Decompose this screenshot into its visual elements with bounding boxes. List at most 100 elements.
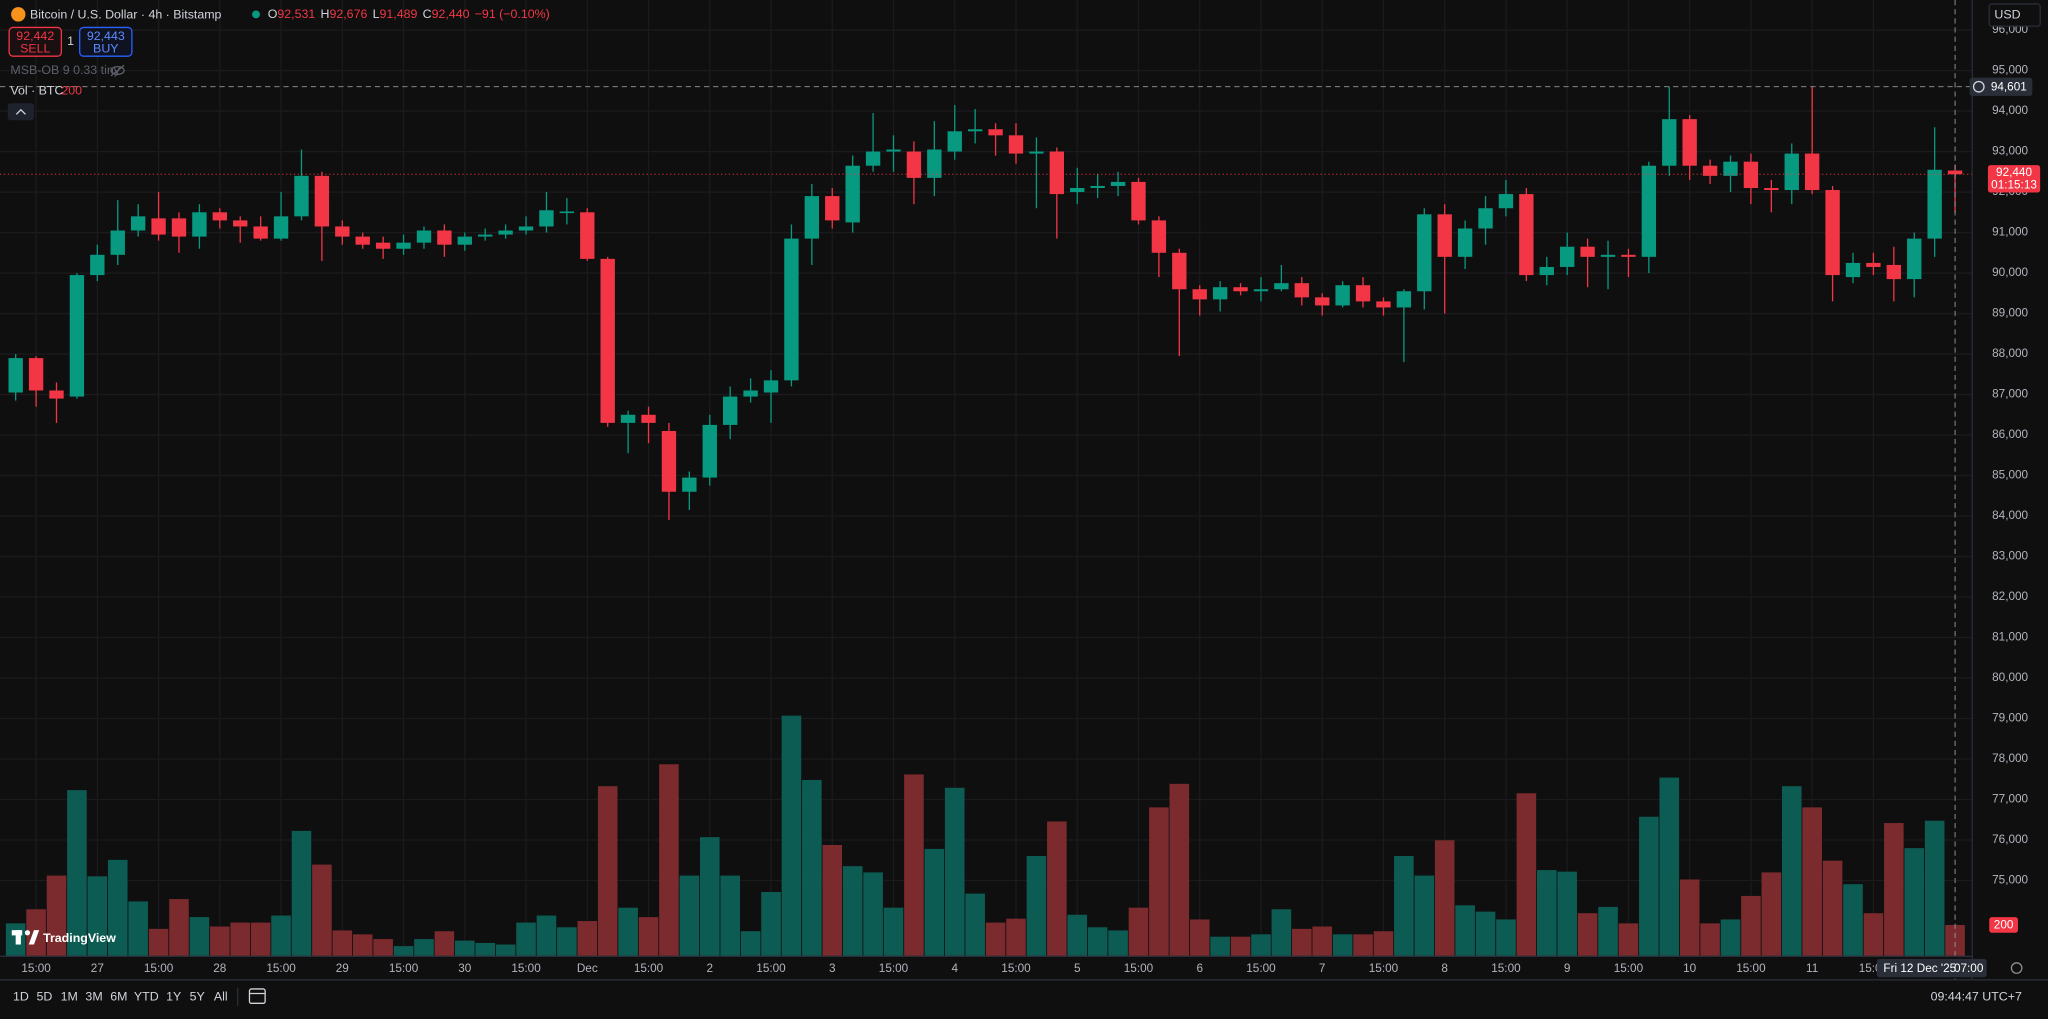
candle-body <box>1947 170 1963 175</box>
y-tick-label: 87,000 <box>1992 388 2028 401</box>
volume-bar <box>475 942 496 957</box>
symbol-title[interactable]: Bitcoin / U.S. Dollar · 4h · Bitstamp <box>30 7 222 21</box>
candle-body <box>1804 153 1820 191</box>
add-alert-icon[interactable] <box>1972 80 1985 93</box>
last-price-box <box>1987 165 2041 193</box>
sell-button[interactable]: 92,442 SELL <box>8 26 63 57</box>
sell-box[interactable] <box>8 26 63 57</box>
o-label: O <box>268 7 278 21</box>
volume-bar <box>618 907 638 957</box>
candle-body <box>559 211 575 214</box>
volume-bar <box>516 922 536 957</box>
y-tick-label: 75,000 <box>1992 874 2028 887</box>
ohlc-legend: O92,531 H92,676 L91,489 C92,440 −91 (−0.10%) <box>268 7 550 21</box>
candle-body <box>886 149 901 152</box>
volume-bar <box>944 787 965 957</box>
crosshair-price-box <box>1969 77 2033 96</box>
candle-body <box>294 175 309 217</box>
volume-bar <box>455 940 475 957</box>
timeframe-button[interactable]: All <box>214 990 228 1004</box>
visibility-icon[interactable] <box>110 64 125 77</box>
candle-body <box>1600 254 1616 257</box>
buy-price[interactable]: 92,443 <box>87 29 125 43</box>
candle-body <box>600 258 615 423</box>
sell-price[interactable]: 92,442 <box>16 29 54 43</box>
overlay-layer <box>0 0 1973 980</box>
currency-button[interactable]: USD <box>1988 3 2041 27</box>
volume-bar <box>393 946 414 957</box>
candle-body <box>1519 194 1534 276</box>
volume-bar <box>1026 855 1047 957</box>
settings-icon[interactable] <box>2010 962 2023 974</box>
candle-body <box>620 414 636 423</box>
candle-body <box>1784 153 1799 191</box>
x-tick-label: 15:00 <box>879 962 909 975</box>
timeframe-button[interactable]: 1Y <box>166 990 181 1004</box>
candle-body <box>1539 266 1554 276</box>
volume-bar <box>1108 930 1128 957</box>
candle-body <box>1580 246 1595 257</box>
last-price-label: 92,440 <box>1996 166 2032 179</box>
x-tick-label: 27 <box>91 962 104 975</box>
timeframe-button[interactable]: YTD <box>134 990 159 1004</box>
x-tick-label: 2 <box>706 962 713 975</box>
date-range-button[interactable] <box>248 988 266 1004</box>
timeframe-button[interactable]: 5Y <box>190 990 205 1004</box>
brand-name[interactable]: TradingView <box>43 931 116 945</box>
countdown: 01:15:13 <box>1991 178 2037 191</box>
volume-legend[interactable]: Vol · BTC <box>10 84 63 98</box>
candle-body <box>1070 187 1085 193</box>
timeframe-button[interactable]: 1D <box>13 990 29 1004</box>
quantity[interactable]: 1 <box>67 34 74 48</box>
volume-bar <box>781 715 802 957</box>
calendar-icon[interactable] <box>248 988 266 1004</box>
candle-body <box>273 216 289 239</box>
timeframe-button[interactable]: 3M <box>85 990 102 1004</box>
y-tick-label: 82,000 <box>1992 590 2028 603</box>
volume-bar <box>577 921 598 957</box>
candle-body <box>1662 119 1677 166</box>
volume-bar <box>352 934 373 957</box>
currency-box[interactable] <box>1988 3 2041 27</box>
volume-bar <box>1271 909 1292 957</box>
candle-body <box>253 226 268 239</box>
volume-bar <box>1414 875 1435 957</box>
candle-body <box>1641 165 1657 257</box>
close-value: 92,440 <box>432 7 470 21</box>
buy-button[interactable]: 92,443 BUY <box>79 26 133 57</box>
volume-bar <box>1312 926 1333 957</box>
x-tick-label: 15:00 <box>21 962 51 975</box>
candle-body <box>1743 161 1759 188</box>
collapse-box[interactable] <box>7 103 34 121</box>
volume-bar <box>679 875 700 957</box>
candle-body <box>906 151 922 178</box>
volume-bar <box>924 848 945 957</box>
candle-body <box>743 390 758 397</box>
candle-body <box>1702 165 1718 176</box>
timeframe-button[interactable]: 6M <box>110 990 127 1004</box>
timeframe-button[interactable]: 5D <box>36 990 52 1004</box>
collapse-button[interactable] <box>7 103 34 121</box>
volume-bar <box>1741 895 1761 957</box>
indicator-legend[interactable]: MSB-OB 9 0.33 tiny <box>10 63 120 77</box>
volume-bar <box>1884 823 1904 957</box>
currency[interactable]: USD <box>1994 7 2020 21</box>
volume-bar <box>434 931 455 957</box>
x-tick-label: 15:00 <box>511 962 541 975</box>
sell-label[interactable]: SELL <box>20 41 50 55</box>
buy-box[interactable] <box>79 26 133 57</box>
candle-body <box>661 430 677 492</box>
y-tick-label: 80,000 <box>1992 671 2028 684</box>
x-tick-label: 8 <box>1441 962 1448 975</box>
volume-bar <box>1863 913 1884 957</box>
candle-body <box>478 234 493 237</box>
timeframe-button[interactable]: 1M <box>61 990 78 1004</box>
volume-bar <box>1822 860 1843 957</box>
y-tick-label: 93,000 <box>1992 145 2028 158</box>
brand-logo[interactable]: TradingView <box>11 930 116 945</box>
candle-body <box>1764 187 1779 191</box>
buy-label[interactable]: BUY <box>93 41 118 55</box>
volume-bar <box>1455 905 1475 957</box>
h-label: H <box>321 7 330 21</box>
clock[interactable]: 09:44:47 UTC+7 <box>1931 990 2022 1004</box>
